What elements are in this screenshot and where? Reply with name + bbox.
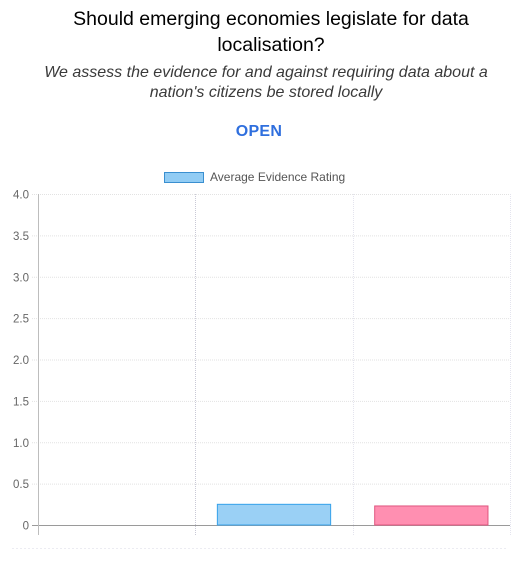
y-tick-label: 4.0 xyxy=(13,190,29,202)
y-tick-label: 1.5 xyxy=(13,396,29,408)
question-description: We assess the evidence for and against r… xyxy=(44,64,488,101)
legend-label: Average Evidence Rating xyxy=(210,170,346,184)
legend-swatch xyxy=(164,171,204,183)
y-tick-label: 1.0 xyxy=(13,438,29,450)
y-tick-label: 2.0 xyxy=(13,355,29,367)
y-tick-label: 3.5 xyxy=(13,231,29,243)
bar xyxy=(374,505,489,526)
status-badge: OPEN xyxy=(235,123,283,140)
y-tick-label: 2.5 xyxy=(13,314,29,326)
y-tick-label: 0.5 xyxy=(13,479,29,491)
y-tick-label: 0 xyxy=(23,521,29,533)
chart-legend[interactable]: Average Evidence Rating xyxy=(164,170,345,184)
bar xyxy=(216,503,332,526)
y-tick-label: 3.0 xyxy=(13,272,29,284)
question-title: Should emerging economies legislate for … xyxy=(73,8,469,56)
